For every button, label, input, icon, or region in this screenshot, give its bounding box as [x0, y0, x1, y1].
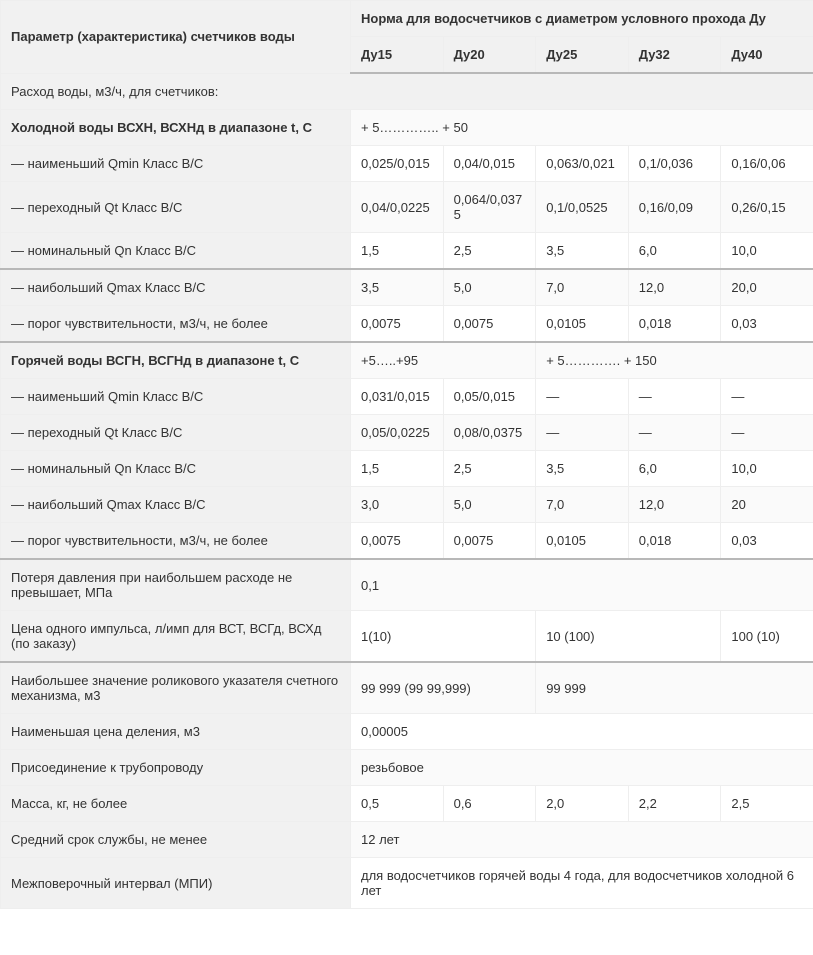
cell: 0,1/0,036	[628, 146, 721, 182]
cell: 10,0	[721, 451, 813, 487]
cell: 0,03	[721, 306, 813, 343]
cell: 0,5	[351, 786, 444, 822]
header-norm-title: Норма для водосчетчиков с диаметром усло…	[351, 1, 813, 37]
cell: 0,04/0,015	[443, 146, 536, 182]
section-flow: Расход воды, м3/ч, для счетчиков:	[1, 73, 813, 110]
cell: 20	[721, 487, 813, 523]
mpi-label: Межповерочный интервал (МПИ)	[1, 858, 351, 909]
hot-qt-label: — переходный Qt Класс В/С	[1, 415, 351, 451]
cell: 0,064/0,0375	[443, 182, 536, 233]
counter-label: Наибольшее значение роликового указателя…	[1, 662, 351, 714]
pressure-value: 0,1	[351, 559, 813, 611]
cell: 0,6	[443, 786, 536, 822]
cell: 7,0	[536, 269, 629, 306]
cold-range: + 5………….. + 50	[351, 110, 813, 146]
col-du20: Ду20	[443, 37, 536, 74]
cold-qn-label: — номинальный Qn Класс В/С	[1, 233, 351, 270]
cell: 0,031/0,015	[351, 379, 444, 415]
cell: 0,0105	[536, 523, 629, 560]
cell: —	[721, 379, 813, 415]
cold-qmax-label: — наибольший Qmax Класс В/С	[1, 269, 351, 306]
hot-range2: + 5…………. + 150	[536, 342, 813, 379]
cell: 0,08/0,0375	[443, 415, 536, 451]
cell: 0,0075	[443, 306, 536, 343]
hot-range1: +5…..+95	[351, 342, 536, 379]
col-du40: Ду40	[721, 37, 813, 74]
connect-value: резьбовое	[351, 750, 813, 786]
hot-qn-label: — номинальный Qn Класс В/С	[1, 451, 351, 487]
cell: 12,0	[628, 487, 721, 523]
cell: 0,03	[721, 523, 813, 560]
hot-title: Горячей воды ВСГН, ВСГНд в диапазоне t, …	[1, 342, 351, 379]
cell: 0,05/0,015	[443, 379, 536, 415]
col-du32: Ду32	[628, 37, 721, 74]
hot-qmin-label: — наименьший Qmin Класс В/С	[1, 379, 351, 415]
counter-v2: 99 999	[536, 662, 813, 714]
cell: 0,04/0,0225	[351, 182, 444, 233]
cell: 3,5	[536, 233, 629, 270]
cell: 0,26/0,15	[721, 182, 813, 233]
pulse-v3: 100 (10)	[721, 611, 813, 663]
cell: 3,5	[536, 451, 629, 487]
cold-title: Холодной воды ВСХН, ВСХНд в диапазоне t,…	[1, 110, 351, 146]
cell: 2,5	[443, 451, 536, 487]
cell: 5,0	[443, 269, 536, 306]
cell: 0,16/0,09	[628, 182, 721, 233]
cell: 3,0	[351, 487, 444, 523]
cold-thresh-label: — порог чувствительности, м3/ч, не более	[1, 306, 351, 343]
cell: 2,0	[536, 786, 629, 822]
cell: 0,0075	[443, 523, 536, 560]
division-label: Наименьшая цена деления, м3	[1, 714, 351, 750]
cell: 1,5	[351, 451, 444, 487]
cell: —	[536, 415, 629, 451]
pressure-label: Потеря давления при наибольшем расходе н…	[1, 559, 351, 611]
cell: 0,1/0,0525	[536, 182, 629, 233]
cell: 0,063/0,021	[536, 146, 629, 182]
specs-table: Параметр (характеристика) счетчиков воды…	[0, 0, 813, 909]
header-param: Параметр (характеристика) счетчиков воды	[1, 1, 351, 74]
cell: 0,16/0,06	[721, 146, 813, 182]
cell: —	[536, 379, 629, 415]
col-du15: Ду15	[351, 37, 444, 74]
division-value: 0,00005	[351, 714, 813, 750]
life-value: 12 лет	[351, 822, 813, 858]
cell: 0,05/0,0225	[351, 415, 444, 451]
cell: —	[628, 415, 721, 451]
cell: —	[721, 415, 813, 451]
mpi-value: для водосчетчиков горячей воды 4 года, д…	[351, 858, 813, 909]
cell: 7,0	[536, 487, 629, 523]
cell: 5,0	[443, 487, 536, 523]
cell: 12,0	[628, 269, 721, 306]
cell: 0,018	[628, 306, 721, 343]
pulse-label: Цена одного импульса, л/имп для ВСТ, ВСГ…	[1, 611, 351, 663]
cold-qt-label: — переходный Qt Класс В/С	[1, 182, 351, 233]
cell: 0,0105	[536, 306, 629, 343]
pulse-v2: 10 (100)	[536, 611, 721, 663]
cold-qmin-label: — наименьший Qmin Класс В/С	[1, 146, 351, 182]
cell: 6,0	[628, 233, 721, 270]
cell: —	[628, 379, 721, 415]
cell: 0,0075	[351, 523, 444, 560]
pulse-v1: 1(10)	[351, 611, 536, 663]
cell: 10,0	[721, 233, 813, 270]
cell: 1,5	[351, 233, 444, 270]
life-label: Средний срок службы, не менее	[1, 822, 351, 858]
cell: 0,0075	[351, 306, 444, 343]
cell: 2,5	[443, 233, 536, 270]
counter-v1: 99 999 (99 99,999)	[351, 662, 536, 714]
cell: 2,2	[628, 786, 721, 822]
hot-thresh-label: — порог чувствительности, м3/ч, не более	[1, 523, 351, 560]
cell: 0,018	[628, 523, 721, 560]
hot-qmax-label: — наибольший Qmax Класс В/С	[1, 487, 351, 523]
connect-label: Присоединение к трубопроводу	[1, 750, 351, 786]
mass-label: Масса, кг, не более	[1, 786, 351, 822]
cell: 20,0	[721, 269, 813, 306]
cell: 3,5	[351, 269, 444, 306]
cell: 6,0	[628, 451, 721, 487]
cell: 2,5	[721, 786, 813, 822]
cell: 0,025/0,015	[351, 146, 444, 182]
col-du25: Ду25	[536, 37, 629, 74]
